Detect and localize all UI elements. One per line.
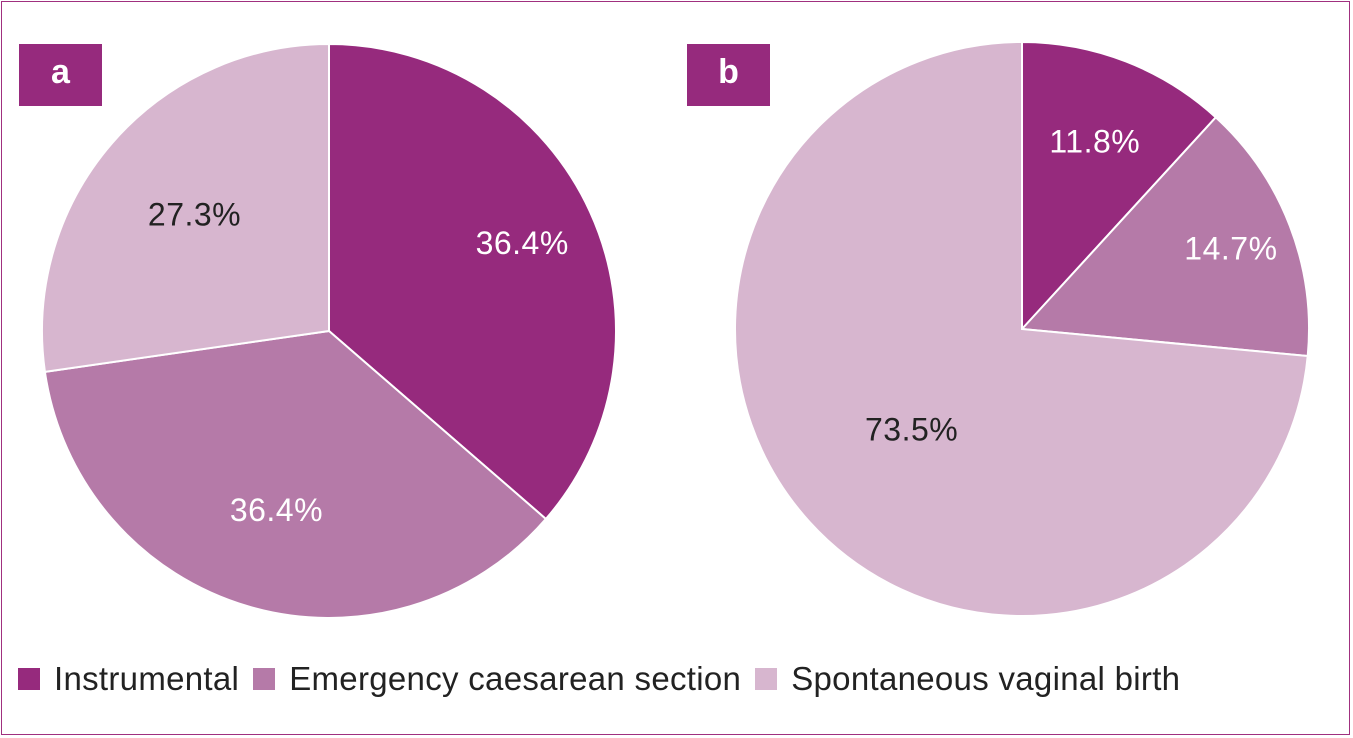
legend-label-emergency: Emergency caesarean section [289,660,742,697]
pie-chart-a: 36.4% 36.4% 27.3% [41,42,617,619]
panel-label-b-text: b [718,53,739,91]
legend-swatch-spontaneous [755,668,778,690]
legend-label-instrumental: Instrumental [54,660,240,697]
legend-item-spontaneous: Spontaneous vaginal birth [755,660,1180,698]
panel-label-b-box [687,44,770,106]
pie-charts: 36.4% 36.4% 27.3% 11.8% 14.7% 73.5% a b [19,40,1311,619]
pie-b-slice-2-label: 73.5% [865,411,958,447]
panel-label-a-text: a [51,53,71,91]
pie-b-slice-1 [1019,115,1311,358]
legend-item-emergency: Emergency caesarean section [253,660,741,698]
pie-a-slice-2-label: 27.3% [148,196,241,232]
pie-a-slice-1-label: 36.4% [230,492,323,528]
pie-b-slice-2 [734,40,1309,617]
panel-label-b: b [687,44,770,106]
legend-label-spontaneous: Spontaneous vaginal birth [791,660,1181,697]
pie-a-slice-2 [41,42,330,373]
legend-item-instrumental: Instrumental [18,660,239,698]
pie-b-slice-0 [1021,40,1218,332]
panel-label-a: a [19,44,102,106]
pie-b-slice-0-label: 11.8% [1049,124,1140,160]
pie-a-slice-1 [43,329,548,619]
legend-swatch-instrumental [18,668,40,690]
pie-a-slice-0-label: 36.4% [476,225,569,261]
panel-label-a-box [19,44,102,106]
pie-b-slice-1-label: 14.7% [1184,231,1277,267]
pie-a-slice-0 [328,42,617,521]
legend-swatch-emergency [253,668,276,690]
pie-chart-b: 11.8% 14.7% 73.5% [734,40,1311,617]
legend: Instrumental Emergency caesarean section… [18,656,1194,702]
